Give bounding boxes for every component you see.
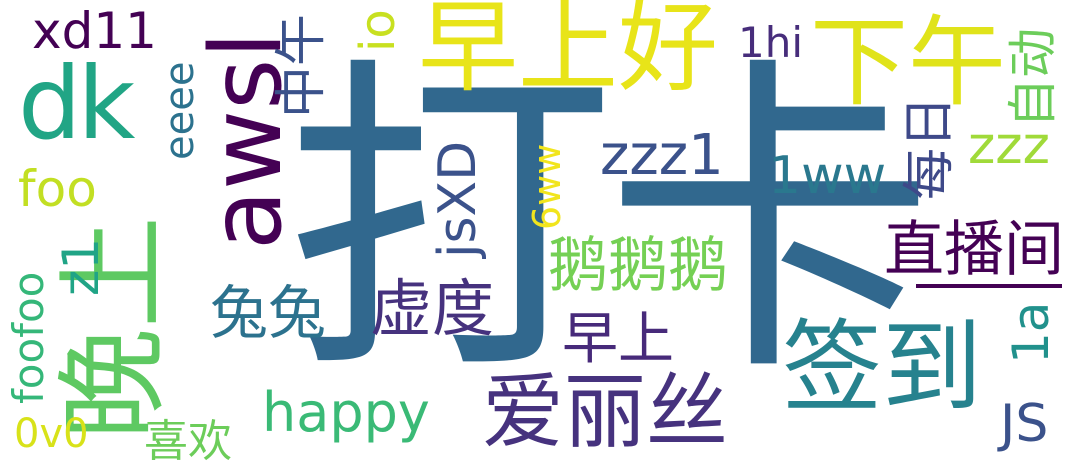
word-foofoo: foofoo	[4, 271, 53, 404]
zhibojian-underline	[916, 284, 1062, 288]
word-dk: dk	[18, 45, 135, 162]
word-zaoshang: 早上	[562, 307, 674, 372]
word-1ww: 1ww	[768, 146, 887, 206]
word-js: JS	[1000, 394, 1049, 454]
word-zhibojian: 直播间	[884, 215, 1064, 285]
word-tutu: 兔兔	[210, 279, 327, 347]
word-ee: 鹅鹅鹅	[548, 231, 728, 301]
word-xiawu: 下午	[810, 6, 1007, 120]
word-xudu: 虚度	[370, 272, 495, 345]
word-zaoshanghao: 早上好	[418, 0, 718, 106]
word-io: io	[350, 9, 406, 52]
word-happy: happy	[262, 381, 430, 444]
word-1a: 1a	[1002, 301, 1060, 364]
word-1hi: 1hi	[738, 18, 804, 67]
word-jsxd: jsXD	[428, 140, 488, 258]
word-eeee: eeee	[157, 61, 203, 160]
word-ailisi: 爱丽丝	[482, 365, 729, 460]
word-xihuan: 喜欢	[144, 416, 232, 463]
word-zzz: zzz	[968, 116, 1050, 176]
word-meiri: 每日	[900, 95, 960, 200]
word-daka: 打卡	[285, 31, 935, 415]
word-0v0: 0v0	[14, 411, 89, 457]
word-zhongwu: 中午	[272, 13, 332, 118]
word-foo: foo	[18, 160, 97, 218]
word-xd11: xd11	[32, 2, 157, 60]
word-z1: z1	[52, 237, 110, 296]
word-zidong: 自动	[1004, 28, 1062, 128]
word-zzz1: zzz1	[600, 123, 724, 188]
word-qiandao: 签到	[782, 309, 982, 426]
word-6ww: 6ww	[525, 143, 569, 230]
